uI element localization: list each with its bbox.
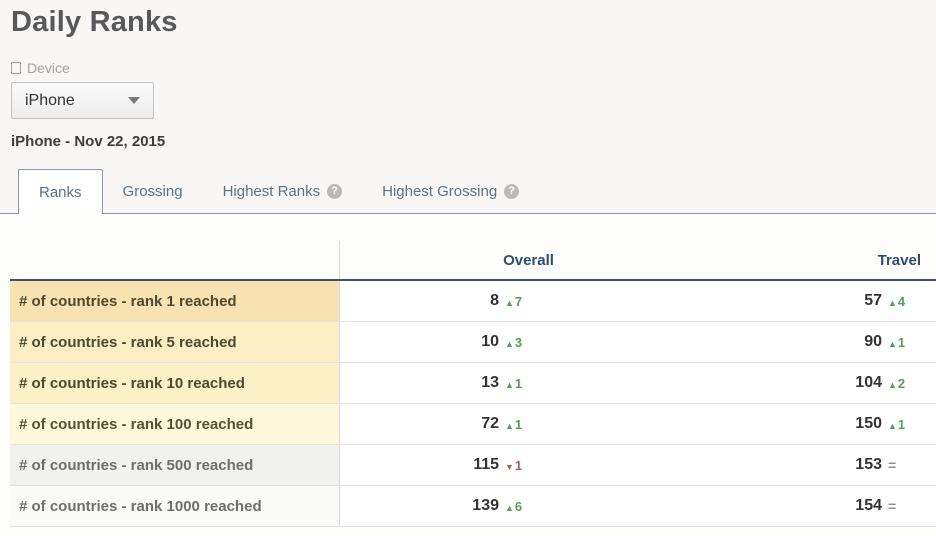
daily-ranks-table: Overall Travel # of countries - rank 1 r… xyxy=(10,241,936,527)
overall-delta-up: ▲6 xyxy=(505,498,523,514)
table-row: # of countries - rank 10 reached 13 ▲1 1… xyxy=(10,363,936,404)
down-arrow-icon: ▼ xyxy=(505,461,514,472)
equal-icon: = xyxy=(888,498,897,514)
travel-value-cell: 90 ▲1 xyxy=(717,322,936,362)
metric-label: # of countries - rank 10 reached xyxy=(10,363,340,403)
overall-value-cell: 13 ▲1 xyxy=(340,363,717,403)
device-icon xyxy=(11,62,21,74)
travel-value: 153 xyxy=(855,456,882,473)
metric-label: # of countries - rank 5 reached xyxy=(10,322,340,362)
caret-down-icon xyxy=(128,97,140,104)
tab-bar: Ranks ? Grossing ? Highest Ranks ? Highe… xyxy=(0,169,936,214)
overall-delta-up: ▲1 xyxy=(505,375,523,391)
metric-label: # of countries - rank 1 reached xyxy=(10,281,340,321)
tab-ranks[interactable]: Ranks ? xyxy=(18,169,103,214)
travel-delta-up: ▲2 xyxy=(888,375,906,391)
device-select-value: iPhone xyxy=(25,91,75,109)
travel-delta-equal: = xyxy=(888,457,912,473)
travel-delta-up: ▲1 xyxy=(888,334,906,350)
overall-delta-up: ▲3 xyxy=(505,334,523,350)
table-header-travel: Travel xyxy=(877,251,921,269)
tab-highest-grossing[interactable]: Highest Grossing ? xyxy=(362,169,539,213)
travel-value: 57 xyxy=(864,292,882,309)
overall-value-cell: 10 ▲3 xyxy=(340,322,717,362)
travel-value-cell: 57 ▲4 xyxy=(717,281,936,321)
metric-label: # of countries - rank 500 reached xyxy=(10,445,340,485)
up-arrow-icon: ▲ xyxy=(505,297,514,308)
device-select[interactable]: iPhone xyxy=(11,82,154,119)
report-subtitle: iPhone - Nov 22, 2015 xyxy=(11,133,166,150)
travel-value-cell: 153 = xyxy=(717,445,936,485)
help-icon[interactable]: ? xyxy=(504,183,520,199)
overall-delta-up: ▲7 xyxy=(505,293,523,309)
table-row: # of countries - rank 100 reached 72 ▲1 … xyxy=(10,404,936,445)
up-arrow-icon: ▲ xyxy=(888,420,897,431)
metric-label: # of countries - rank 100 reached xyxy=(10,404,340,444)
overall-value-cell: 72 ▲1 xyxy=(340,404,717,444)
equal-icon: = xyxy=(888,457,897,473)
overall-value: 115 xyxy=(473,456,499,473)
tab-grossing-label: Grossing xyxy=(122,182,183,200)
overall-value: 139 xyxy=(472,497,499,514)
travel-value-cell: 104 ▲2 xyxy=(717,363,936,403)
device-filter: Device iPhone xyxy=(11,60,936,119)
up-arrow-icon: ▲ xyxy=(505,502,514,513)
help-icon[interactable]: ? xyxy=(327,183,343,199)
table-header-metric xyxy=(10,241,340,279)
table-row: # of countries - rank 5 reached 10 ▲3 90… xyxy=(10,322,936,363)
table-row: # of countries - rank 500 reached 115 ▼1… xyxy=(10,445,936,486)
up-arrow-icon: ▲ xyxy=(888,338,897,349)
metric-label: # of countries - rank 1000 reached xyxy=(10,486,340,526)
overall-delta-down: ▼1 xyxy=(505,457,523,473)
up-arrow-icon: ▲ xyxy=(888,297,897,308)
up-arrow-icon: ▲ xyxy=(505,338,514,349)
overall-value: 10 xyxy=(481,333,499,350)
device-filter-label: Device xyxy=(11,60,936,76)
table-row: # of countries - rank 1000 reached 139 ▲… xyxy=(10,486,936,527)
table-body: # of countries - rank 1 reached 8 ▲7 57 … xyxy=(10,281,936,527)
tab-grossing[interactable]: Grossing ? xyxy=(103,169,203,213)
tab-ranks-label: Ranks xyxy=(39,183,82,201)
page-title: Daily Ranks xyxy=(11,6,178,38)
travel-value: 90 xyxy=(864,333,882,350)
travel-value: 104 xyxy=(855,374,882,391)
device-filter-label-text: Device xyxy=(27,60,70,76)
overall-value: 13 xyxy=(481,374,499,391)
table-header-overall: Overall xyxy=(503,251,554,269)
tab-highest-ranks[interactable]: Highest Ranks ? xyxy=(203,169,363,213)
travel-value: 150 xyxy=(855,415,882,432)
up-arrow-icon: ▲ xyxy=(505,420,514,431)
up-arrow-icon: ▲ xyxy=(888,379,897,390)
overall-delta-up: ▲1 xyxy=(505,416,523,432)
travel-delta-up: ▲4 xyxy=(888,293,906,309)
tab-highest-grossing-label: Highest Grossing xyxy=(382,182,498,200)
travel-value-cell: 154 = xyxy=(717,486,936,526)
overall-value-cell: 115 ▼1 xyxy=(340,445,717,485)
travel-value-cell: 150 ▲1 xyxy=(717,404,936,444)
overall-value-cell: 8 ▲7 xyxy=(340,281,717,321)
overall-value: 72 xyxy=(481,415,499,432)
tab-highest-ranks-label: Highest Ranks xyxy=(222,182,321,200)
overall-value-cell: 139 ▲6 xyxy=(340,486,717,526)
table-header-row: Overall Travel xyxy=(10,241,936,281)
up-arrow-icon: ▲ xyxy=(505,379,514,390)
travel-value: 154 xyxy=(855,497,882,514)
travel-delta-up: ▲1 xyxy=(888,416,906,432)
travel-delta-equal: = xyxy=(888,498,912,514)
overall-value: 8 xyxy=(490,292,499,309)
tab-content: Overall Travel # of countries - rank 1 r… xyxy=(0,214,936,536)
table-row: # of countries - rank 1 reached 8 ▲7 57 … xyxy=(10,281,936,322)
